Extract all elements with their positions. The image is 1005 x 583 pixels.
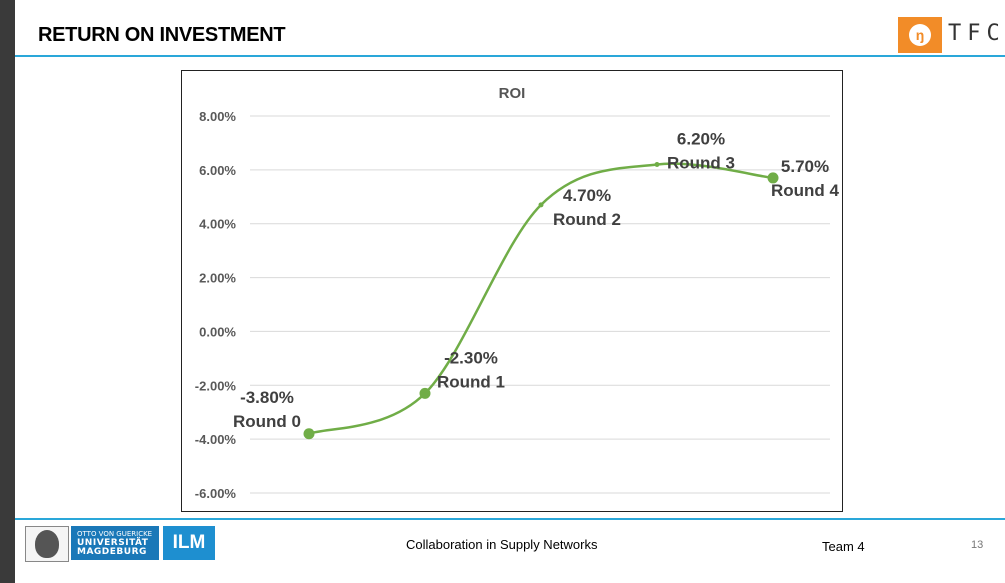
tfc-glyph: ŋ [909,24,931,46]
footer-rule [15,518,1005,520]
footer-team: Team 4 [822,539,865,554]
university-line-2: UNIVERSITÄT [77,538,149,548]
y-tick-label: 6.00% [199,163,236,178]
slide-title: RETURN ON INVESTMENT [38,24,286,46]
data-label: -2.30% [444,348,498,367]
data-point [303,428,315,440]
data-label: -3.80% [240,388,294,407]
y-tick-label: -4.00% [195,432,237,447]
data-point [419,387,431,399]
data-label: 5.70% [781,157,829,176]
university-line-3: MAGDEBURG [77,547,147,557]
y-tick-label: 0.00% [199,324,236,339]
data-point [767,172,779,184]
university-wordmark: OTTO VON GUERICKE UNIVERSITÄT MAGDEBURG [71,526,159,560]
category-label: Round 1 [437,372,505,391]
y-tick-label: 4.00% [199,217,236,232]
category-label: Round 0 [233,412,301,431]
category-label: Round 2 [553,210,621,229]
roi-chart: ROI 8.00% 6.00% 4.00% 2.00% 0.00% -2.00% -4.00… [181,70,843,512]
y-tick-label: 2.00% [199,271,236,286]
y-tick-label: 8.00% [199,109,236,124]
roi-series-line [308,162,774,435]
page-number: 13 [971,539,984,551]
data-point [538,202,544,208]
tfc-logo: ŋ TFC [898,17,1000,53]
tfc-wordmark: TFC [948,21,1005,46]
data-label: 6.20% [677,129,725,148]
guericke-portrait-icon [25,526,69,562]
data-point [654,161,660,167]
y-tick-label: -6.00% [195,486,237,501]
category-label: Round 4 [771,181,840,200]
ilm-logo: ILM [163,526,215,560]
footer-course-title: Collaboration in Supply Networks [406,537,598,552]
header-rule [15,55,1005,57]
y-tick-label: -2.00% [195,378,237,393]
data-label: 4.70% [563,186,611,205]
left-edge-bar [0,0,15,583]
chart-title: ROI [499,85,526,102]
roi-chart-svg: ROI 8.00% 6.00% 4.00% 2.00% 0.00% -2.00% -4.00… [195,85,840,501]
category-label: Round 3 [667,153,735,172]
university-line-1: OTTO VON GUERICKE [77,530,153,538]
university-logo: OTTO VON GUERICKE UNIVERSITÄT MAGDEBURG … [25,526,215,562]
tfc-badge-icon: ŋ [898,17,942,53]
